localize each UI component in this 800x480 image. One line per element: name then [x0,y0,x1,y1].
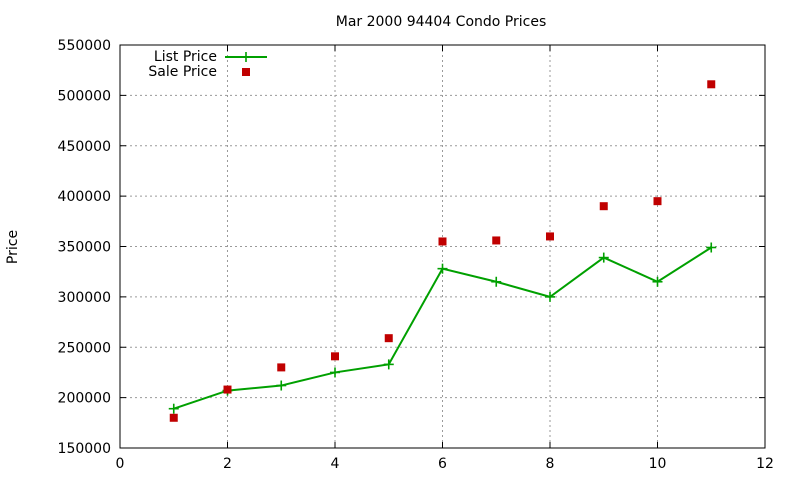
list-price-point [598,252,609,263]
y-tick-label: 400000 [58,189,111,205]
sale-price-point [331,352,339,361]
y-tick-label: 250000 [58,340,111,356]
list-price-point [437,263,448,274]
grid [120,45,765,448]
sale-price-point [223,385,232,394]
sale-price-point [277,363,286,372]
x-tick-label: 10 [649,456,667,472]
y-tick-label: 300000 [58,290,111,306]
list-price-point [330,367,340,378]
sale-price-point [546,232,554,241]
list-price-point [168,403,179,414]
sale-price-point [169,413,178,422]
x-tick-label: 4 [331,456,340,472]
sale-price-point [707,80,716,89]
sale-price-point [492,236,501,245]
y-tick-label: 150000 [58,441,111,457]
sale-price-point [599,202,608,211]
list-price-point [383,359,394,370]
y-tick-label: 450000 [58,139,111,155]
sale-price-point [384,334,393,343]
legend-marker-sale-price [242,68,250,76]
y-tick-label: 200000 [58,391,111,407]
list-price-point [652,276,663,287]
sale-price-point [653,197,662,206]
legend-label-list-price: List Price [154,49,217,65]
list-price-point [276,380,287,391]
list-price-point [491,276,502,287]
y-axis-label: Price [5,230,21,264]
list-price-point [545,291,555,302]
legend-marker-list-price [241,52,251,62]
legend-label-sale-price: Sale Price [148,64,217,80]
sale-price-point [438,237,447,246]
series-layer [168,80,717,422]
x-tick-label: 2 [223,456,232,472]
list-price-point [706,242,717,253]
x-tick-label: 6 [438,456,447,472]
x-tick-label: 12 [756,456,774,472]
x-tick-label: 8 [546,456,555,472]
y-tick-label: 500000 [58,88,111,104]
chart-title: Mar 2000 94404 Condo Prices [336,14,547,30]
y-tick-label: 550000 [58,38,111,54]
x-tick-label: 0 [116,456,125,472]
y-tick-label: 350000 [58,240,111,256]
axis-ticks: 0 2 4 6 8 10 12 150000 200000 250000 300000 350000 4… [58,38,774,472]
legend: List Price Sale Price [148,49,267,80]
